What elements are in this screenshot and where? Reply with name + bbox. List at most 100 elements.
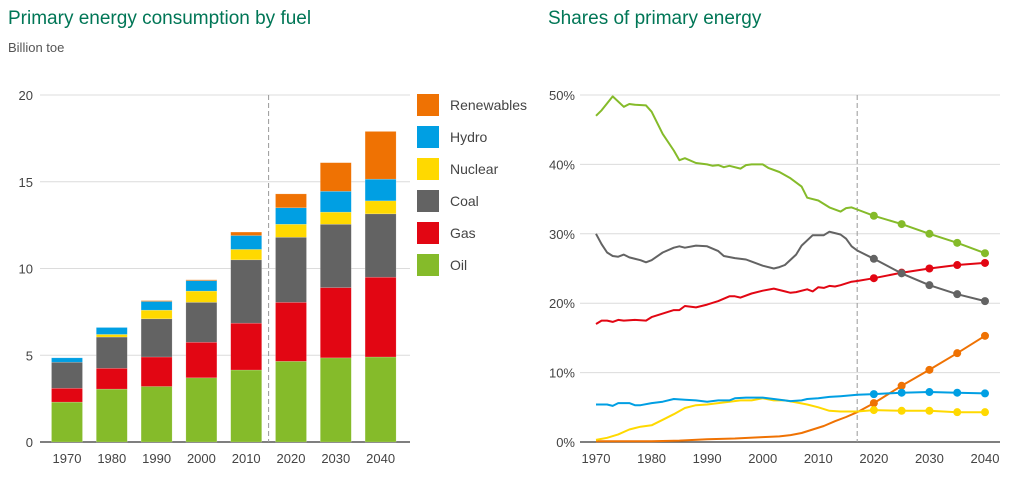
point-gas-projection-2020 xyxy=(869,274,878,283)
bar-segment-hydro-1980 xyxy=(96,327,128,335)
legend-label-renewables: Renewables xyxy=(450,97,527,113)
bar-segment-nuclear-2030 xyxy=(320,211,352,225)
right-chart-x-tick-label: 2030 xyxy=(915,451,944,466)
right-chart-x-tick-label: 1990 xyxy=(693,451,722,466)
bar-segment-oil-1990 xyxy=(140,386,173,443)
legend-swatch-coal xyxy=(417,190,439,212)
right-chart-y-tick-label: 0% xyxy=(556,435,575,450)
bar-segment-renewables-2010 xyxy=(230,231,262,236)
line-nuclear xyxy=(595,397,858,441)
bar-segment-oil-2010 xyxy=(230,369,262,443)
point-coal-projection-2020 xyxy=(869,254,878,263)
point-gas-projection-2030 xyxy=(925,264,934,273)
left-chart-y-tick-label: 10 xyxy=(19,262,33,277)
point-hydro-projection-2020 xyxy=(869,390,878,399)
bar-segment-hydro-2040 xyxy=(364,178,397,202)
right-chart-lines xyxy=(595,95,989,443)
point-coal-projection-2040 xyxy=(981,297,989,306)
left-chart-bars xyxy=(51,95,397,443)
point-oil-projection-2030 xyxy=(925,229,934,238)
line-gas xyxy=(595,280,858,325)
left-chart-y-tick-label: 20 xyxy=(19,88,33,103)
right-chart-y-tick-label: 50% xyxy=(549,88,575,103)
bar-segment-coal-1990 xyxy=(140,318,173,358)
line-coal xyxy=(595,230,858,270)
point-oil-projection-2035 xyxy=(953,238,962,247)
point-coal-projection-2025 xyxy=(897,269,906,278)
right-chart-y-tick-label: 40% xyxy=(549,157,575,172)
point-hydro-projection-2040 xyxy=(981,389,989,398)
right-chart-x-tick-labels: 1970 1980 1990 2000 2010 2020 2030 2040 xyxy=(582,451,1000,466)
point-oil-projection-2040 xyxy=(981,249,989,258)
bar-segment-gas-2010 xyxy=(230,322,262,371)
legend-label-coal: Coal xyxy=(450,193,479,209)
left-chart: 0 5 10 15 20 1970 1980 1990 2000 2010 2020 2030 204… xyxy=(19,88,528,466)
point-coal-projection-2030 xyxy=(925,281,934,290)
left-chart-y-tick-label: 0 xyxy=(26,435,33,450)
bar-segment-renewables-1990 xyxy=(140,300,173,302)
left-chart-x-tick-label: 2020 xyxy=(277,451,306,466)
point-hydro-projection-2035 xyxy=(953,388,962,397)
left-chart-legend: Renewables Hydro Nuclear Coal Gas Oil xyxy=(417,94,527,276)
line-hydro xyxy=(596,393,858,407)
right-chart-y-tick-label: 10% xyxy=(549,366,575,381)
legend-swatch-hydro xyxy=(417,126,439,148)
point-renewables-projection-2025 xyxy=(897,381,906,390)
left-chart-x-tick-label: 2030 xyxy=(321,451,350,466)
bar-segment-coal-2020 xyxy=(275,237,307,303)
bar-segment-oil-1980 xyxy=(96,388,128,443)
bar-segment-renewables-2020 xyxy=(275,193,307,209)
legend-label-hydro: Hydro xyxy=(450,129,488,145)
point-hydro-projection-2025 xyxy=(897,388,906,397)
left-chart-unit-label: Billion toe xyxy=(8,40,65,55)
right-chart-x-tick-label: 2000 xyxy=(748,451,777,466)
bar-segment-oil-2000 xyxy=(185,377,218,443)
left-chart-x-tick-label: 1990 xyxy=(142,451,171,466)
legend-swatch-renewables xyxy=(417,94,439,116)
left-chart-x-tick-labels: 1970 1980 1990 2000 2010 2020 2030 2040 xyxy=(53,451,396,466)
point-oil-projection-2025 xyxy=(897,220,906,229)
bar-segment-coal-2010 xyxy=(230,259,262,324)
legend-label-nuclear: Nuclear xyxy=(450,161,499,177)
point-nuclear-projection-2020 xyxy=(869,406,878,415)
right-chart-y-tick-label: 20% xyxy=(549,296,575,311)
right-chart-y-tick-labels: 0% 10% 20% 30% 40% 50% xyxy=(549,88,575,450)
point-gas-projection-2035 xyxy=(953,261,962,270)
legend-label-oil: Oil xyxy=(450,257,467,273)
point-renewables-projection-2020 xyxy=(869,399,878,408)
bar-segment-gas-1990 xyxy=(140,356,173,387)
point-hydro-projection-2030 xyxy=(925,388,934,397)
legend-swatch-gas xyxy=(417,222,439,244)
bar-segment-gas-2040 xyxy=(364,276,397,358)
right-chart-x-tick-label: 2040 xyxy=(971,451,1000,466)
bar-segment-coal-2040 xyxy=(364,213,397,278)
right-chart-title: Shares of primary energy xyxy=(548,8,762,29)
left-chart-x-tick-label: 2000 xyxy=(187,451,216,466)
left-chart-y-tick-labels: 0 5 10 15 20 xyxy=(19,88,33,450)
line-oil xyxy=(595,95,858,213)
point-nuclear-projection-2025 xyxy=(897,406,906,415)
right-chart-x-tick-label: 1970 xyxy=(582,451,611,466)
bar-segment-oil-2020 xyxy=(275,361,307,443)
left-chart-x-tick-label: 1970 xyxy=(53,451,82,466)
bar-segment-nuclear-2020 xyxy=(275,224,307,238)
line-renewables xyxy=(596,411,858,443)
right-chart-x-tick-label: 2020 xyxy=(859,451,888,466)
point-nuclear-projection-2035 xyxy=(953,408,962,417)
legend-label-gas: Gas xyxy=(450,225,476,241)
legend-swatch-nuclear xyxy=(417,158,439,180)
left-chart-x-tick-label: 2040 xyxy=(366,451,395,466)
right-chart-x-tick-label: 2010 xyxy=(804,451,833,466)
point-renewables-projection-2035 xyxy=(953,349,962,358)
bar-segment-renewables-2040 xyxy=(364,131,397,180)
point-nuclear-projection-2030 xyxy=(925,406,934,415)
left-chart-y-tick-label: 5 xyxy=(26,348,33,363)
right-chart-y-tick-label: 30% xyxy=(549,227,575,242)
bar-segment-renewables-2030 xyxy=(320,162,352,192)
point-coal-projection-2035 xyxy=(953,290,962,299)
left-chart-x-tick-label: 1980 xyxy=(97,451,126,466)
left-chart-x-tick-label: 2010 xyxy=(232,451,261,466)
legend-swatch-oil xyxy=(417,254,439,276)
bar-segment-oil-2030 xyxy=(320,357,352,443)
